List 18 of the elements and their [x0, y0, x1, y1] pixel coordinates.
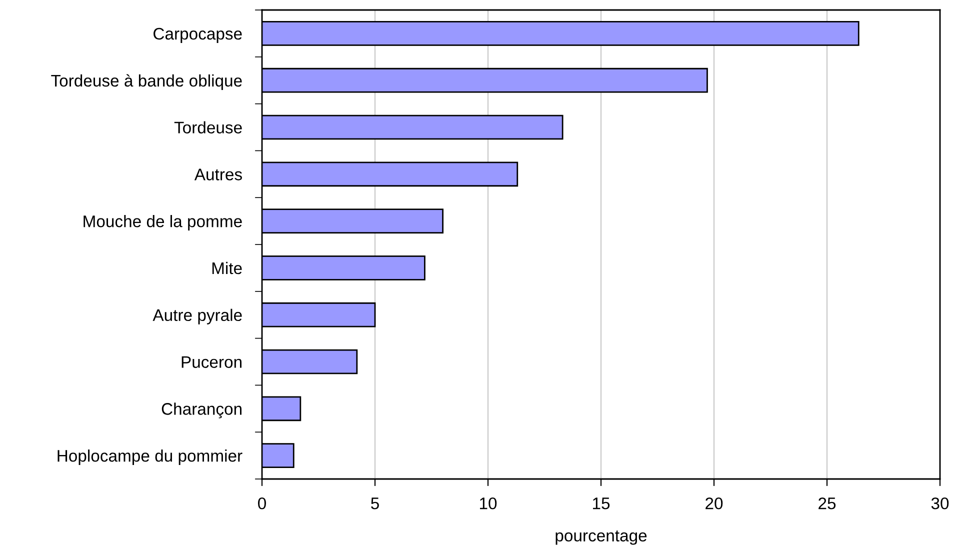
x-tick-label: 15	[593, 498, 610, 510]
x-axis-title: pourcentage	[556, 530, 647, 545]
y-tick-label: Mouche de la pomme	[84, 215, 242, 231]
x-tick-label: 30	[931, 497, 949, 510]
x-tick-label: 5	[371, 498, 379, 510]
y-tick-label: Mite	[212, 262, 242, 274]
y-tick-label: Tordeuse	[174, 121, 242, 134]
y-tick-label: Puceron	[182, 356, 242, 368]
x-tick-label: 0	[258, 497, 266, 510]
y-tick-label: Autres	[194, 168, 242, 180]
x-tick-label: 10	[480, 497, 497, 510]
y-tick-label: Autre pyrale	[152, 308, 242, 324]
y-tick-label: Carpocapse	[154, 28, 242, 43]
y-tick-label: Charançon	[162, 402, 242, 418]
y-tick-label: Hoplocampe du pommier	[58, 450, 242, 466]
y-tick-label: Tordeuse à bande oblique	[51, 74, 242, 90]
x-tick-label: 20	[706, 497, 723, 510]
x-tick-label: 25	[818, 497, 836, 510]
